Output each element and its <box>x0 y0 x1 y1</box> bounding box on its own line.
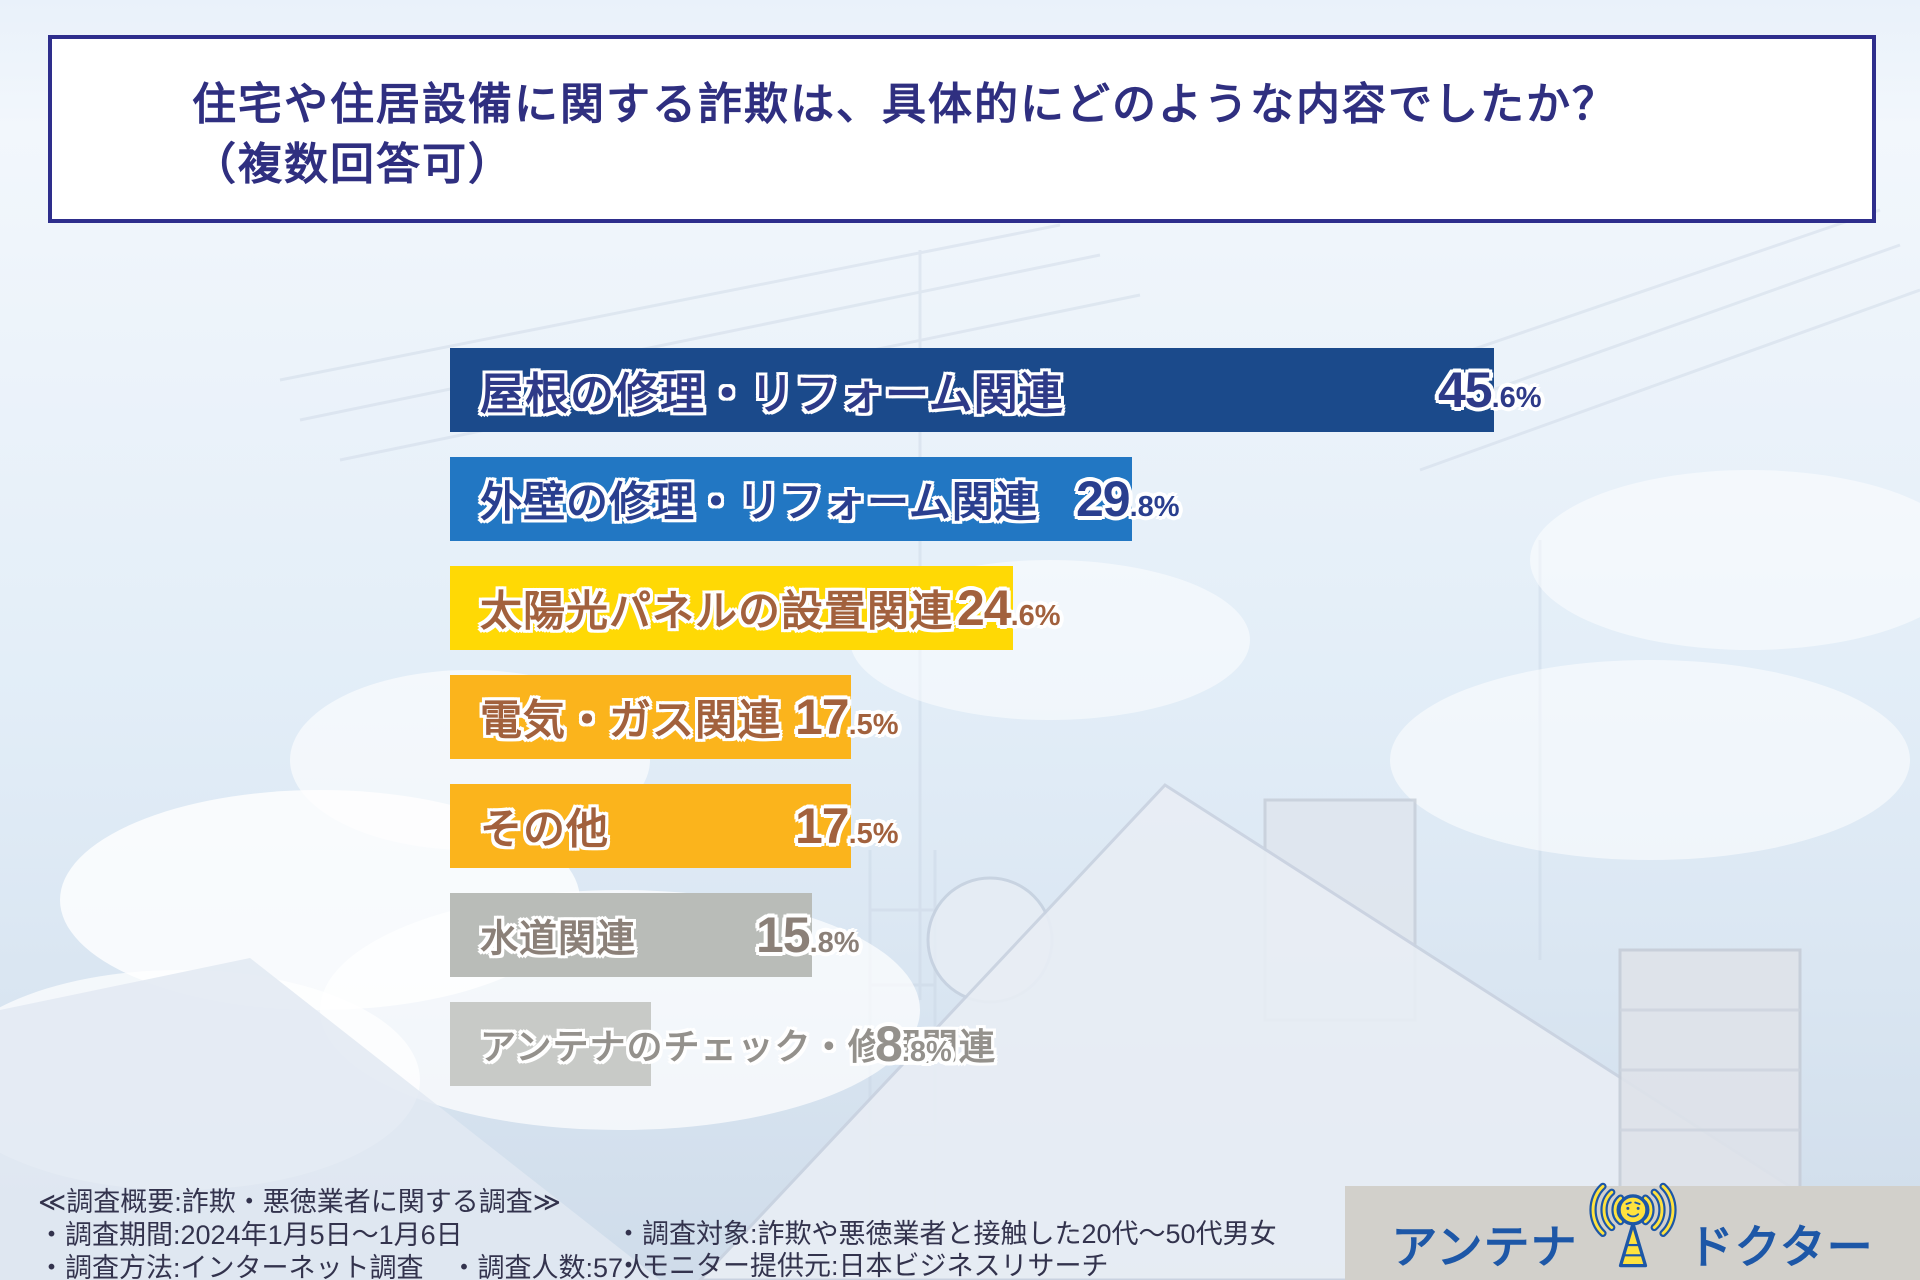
bar-row: 屋根の修理・リフォーム関連 45.6% <box>450 348 1600 432</box>
bar-category-label: 水道関連 <box>480 918 637 961</box>
bar-value: 45.6% <box>1438 362 1542 418</box>
bar-category-label: アンテナのチェック・修理関連 <box>480 1026 996 1067</box>
survey-overview-block: ≪調査概要:詐欺・悪徳業者に関する調査≫ ・調査期間:2024年1月5日〜1月6… <box>38 1186 650 1280</box>
antenna-mascot-icon <box>1588 1182 1677 1268</box>
survey-overview-title: ≪調査概要:詐欺・悪徳業者に関する調査≫ <box>38 1187 562 1217</box>
bar-row: 太陽光パネルの設置関連 24.6% <box>450 566 1600 650</box>
bar-category-label: 外壁の修理・リフォーム関連 <box>480 478 1038 526</box>
survey-monitor: ・モニター提供元:日本ビジネスリサーチ <box>615 1251 1109 1280</box>
bar-value: 17.5% <box>795 689 899 745</box>
bar <box>450 893 812 977</box>
bar-row: その他 17.5% <box>450 784 1600 868</box>
bar <box>450 457 1132 541</box>
logo-text-right: ドクター <box>1687 1221 1874 1273</box>
logo-text-left: アンテナ <box>1391 1221 1578 1273</box>
bar-value: 24.6% <box>957 580 1061 636</box>
bar <box>450 675 851 759</box>
survey-target-block: ・調査対象:詐欺や悪徳業者と接触した20代〜50代男女 ・モニター提供元:日本ビ… <box>615 1218 1277 1280</box>
bar-row: 外壁の修理・リフォーム関連 29.8% <box>450 457 1600 541</box>
rooftops <box>0 783 1920 1280</box>
survey-method: ・調査方法:インターネット調査 ・調査人数:57人 <box>38 1253 651 1280</box>
bar-row: 電気・ガス関連 17.5% <box>450 675 1600 759</box>
bar-value: 29.8% <box>1076 471 1180 527</box>
survey-period: ・調査期間:2024年1月5日〜1月6日 <box>38 1220 463 1250</box>
survey-target: ・調査対象:詐欺や悪徳業者と接触した20代〜50代男女 <box>615 1219 1277 1249</box>
question-title-line2: （複数回答可） <box>192 140 514 189</box>
bar-category-label: その他 <box>480 805 610 853</box>
bar-category-label: 屋根の修理・リフォーム関連 <box>480 370 1064 419</box>
bar <box>450 348 1494 432</box>
bar-value: 8.8% <box>875 1016 952 1072</box>
bar-category-label: 電気・ガス関連 <box>480 696 782 744</box>
logo-panel: アンテナ ドクター <box>1345 1182 1920 1280</box>
bar <box>450 1002 651 1086</box>
bar-value: 15.8% <box>756 907 860 963</box>
bar-row: 水道関連 15.8% <box>450 893 1600 977</box>
bar-row: アンテナのチェック・修理関連 8.8% <box>450 1002 1600 1086</box>
question-title-box: 住宅や住居設備に関する詐欺は、具体的にどのような内容でしたか？ （複数回答可） <box>48 35 1876 223</box>
bar-value: 17.5% <box>795 798 899 854</box>
question-title-line1: 住宅や住居設備に関する詐欺は、具体的にどのような内容でしたか？ <box>192 80 1618 129</box>
bar-category-label: 太陽光パネルの設置関連 <box>480 587 954 635</box>
bar-chart: 屋根の修理・リフォーム関連 45.6% 外壁の修理・リフォーム関連 29.8% 太陽光パ… <box>450 348 1600 1111</box>
bar <box>450 566 1013 650</box>
bar <box>450 784 851 868</box>
